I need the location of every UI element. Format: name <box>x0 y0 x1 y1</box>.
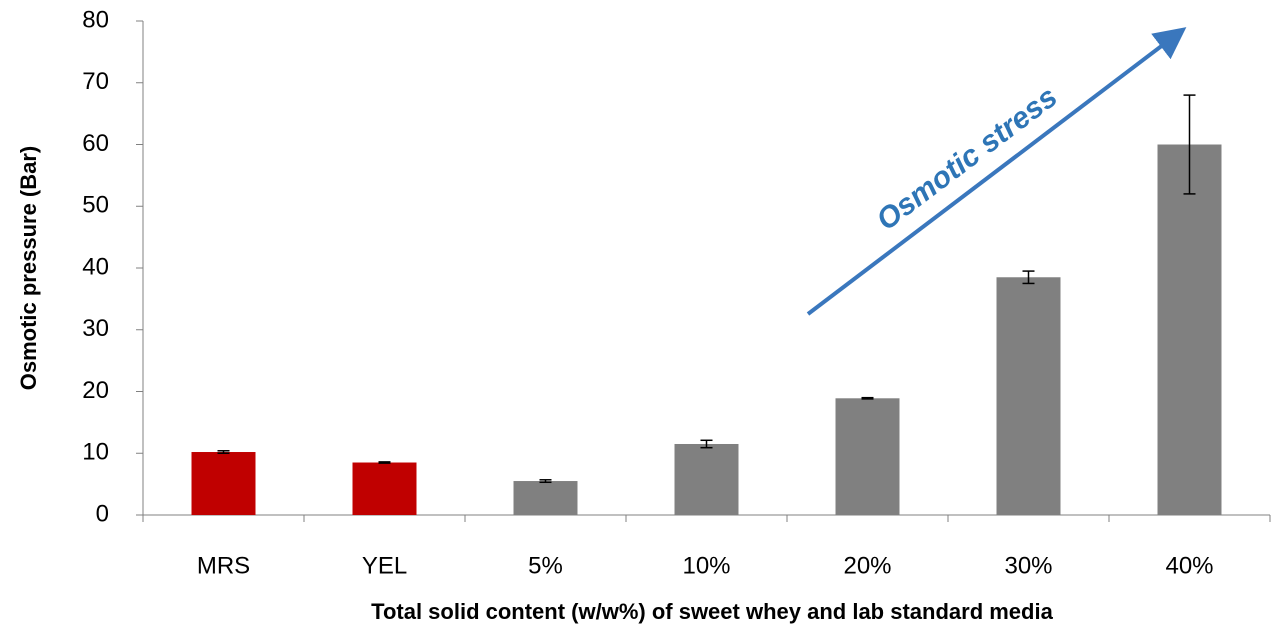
y-tick-label: 10 <box>82 439 109 466</box>
error-bar <box>1022 270 1035 285</box>
x-axis-title: Total solid content (w/w%) of sweet whey… <box>371 599 1053 624</box>
error-bar <box>1183 94 1196 195</box>
bar <box>1157 144 1222 515</box>
bar <box>191 452 256 515</box>
bar <box>513 481 578 515</box>
x-tick-label: 30% <box>1004 552 1052 579</box>
y-tick-label: 20 <box>82 377 109 404</box>
error-bar <box>217 450 230 454</box>
x-tick-label: 10% <box>682 552 730 579</box>
y-tick-label: 50 <box>82 192 109 219</box>
y-tick-label: 30 <box>82 315 109 342</box>
y-tick-label: 70 <box>82 68 109 95</box>
x-tick-label: 20% <box>843 552 891 579</box>
y-tick-label: 0 <box>96 500 109 527</box>
error-bar <box>539 479 552 484</box>
bar <box>674 443 739 515</box>
bar <box>835 398 900 515</box>
y-axis-title: Osmotic pressure (Bar) <box>16 146 41 391</box>
y-tick-label: 80 <box>82 6 109 33</box>
x-tick-label: 5% <box>528 552 563 579</box>
bar <box>996 277 1061 515</box>
annotation: Osmotic stress <box>871 80 1064 237</box>
x-tick-label: 40% <box>1165 552 1213 579</box>
annotation-arrow <box>806 27 1187 316</box>
x-tick-label: MRS <box>197 552 250 579</box>
bar <box>352 462 417 515</box>
error-bar <box>700 439 713 449</box>
y-tick-label: 60 <box>82 130 109 157</box>
error-bar <box>378 461 391 464</box>
x-tick-label: YEL <box>362 552 407 579</box>
error-bar <box>861 396 874 400</box>
y-tick-label: 40 <box>82 253 109 280</box>
